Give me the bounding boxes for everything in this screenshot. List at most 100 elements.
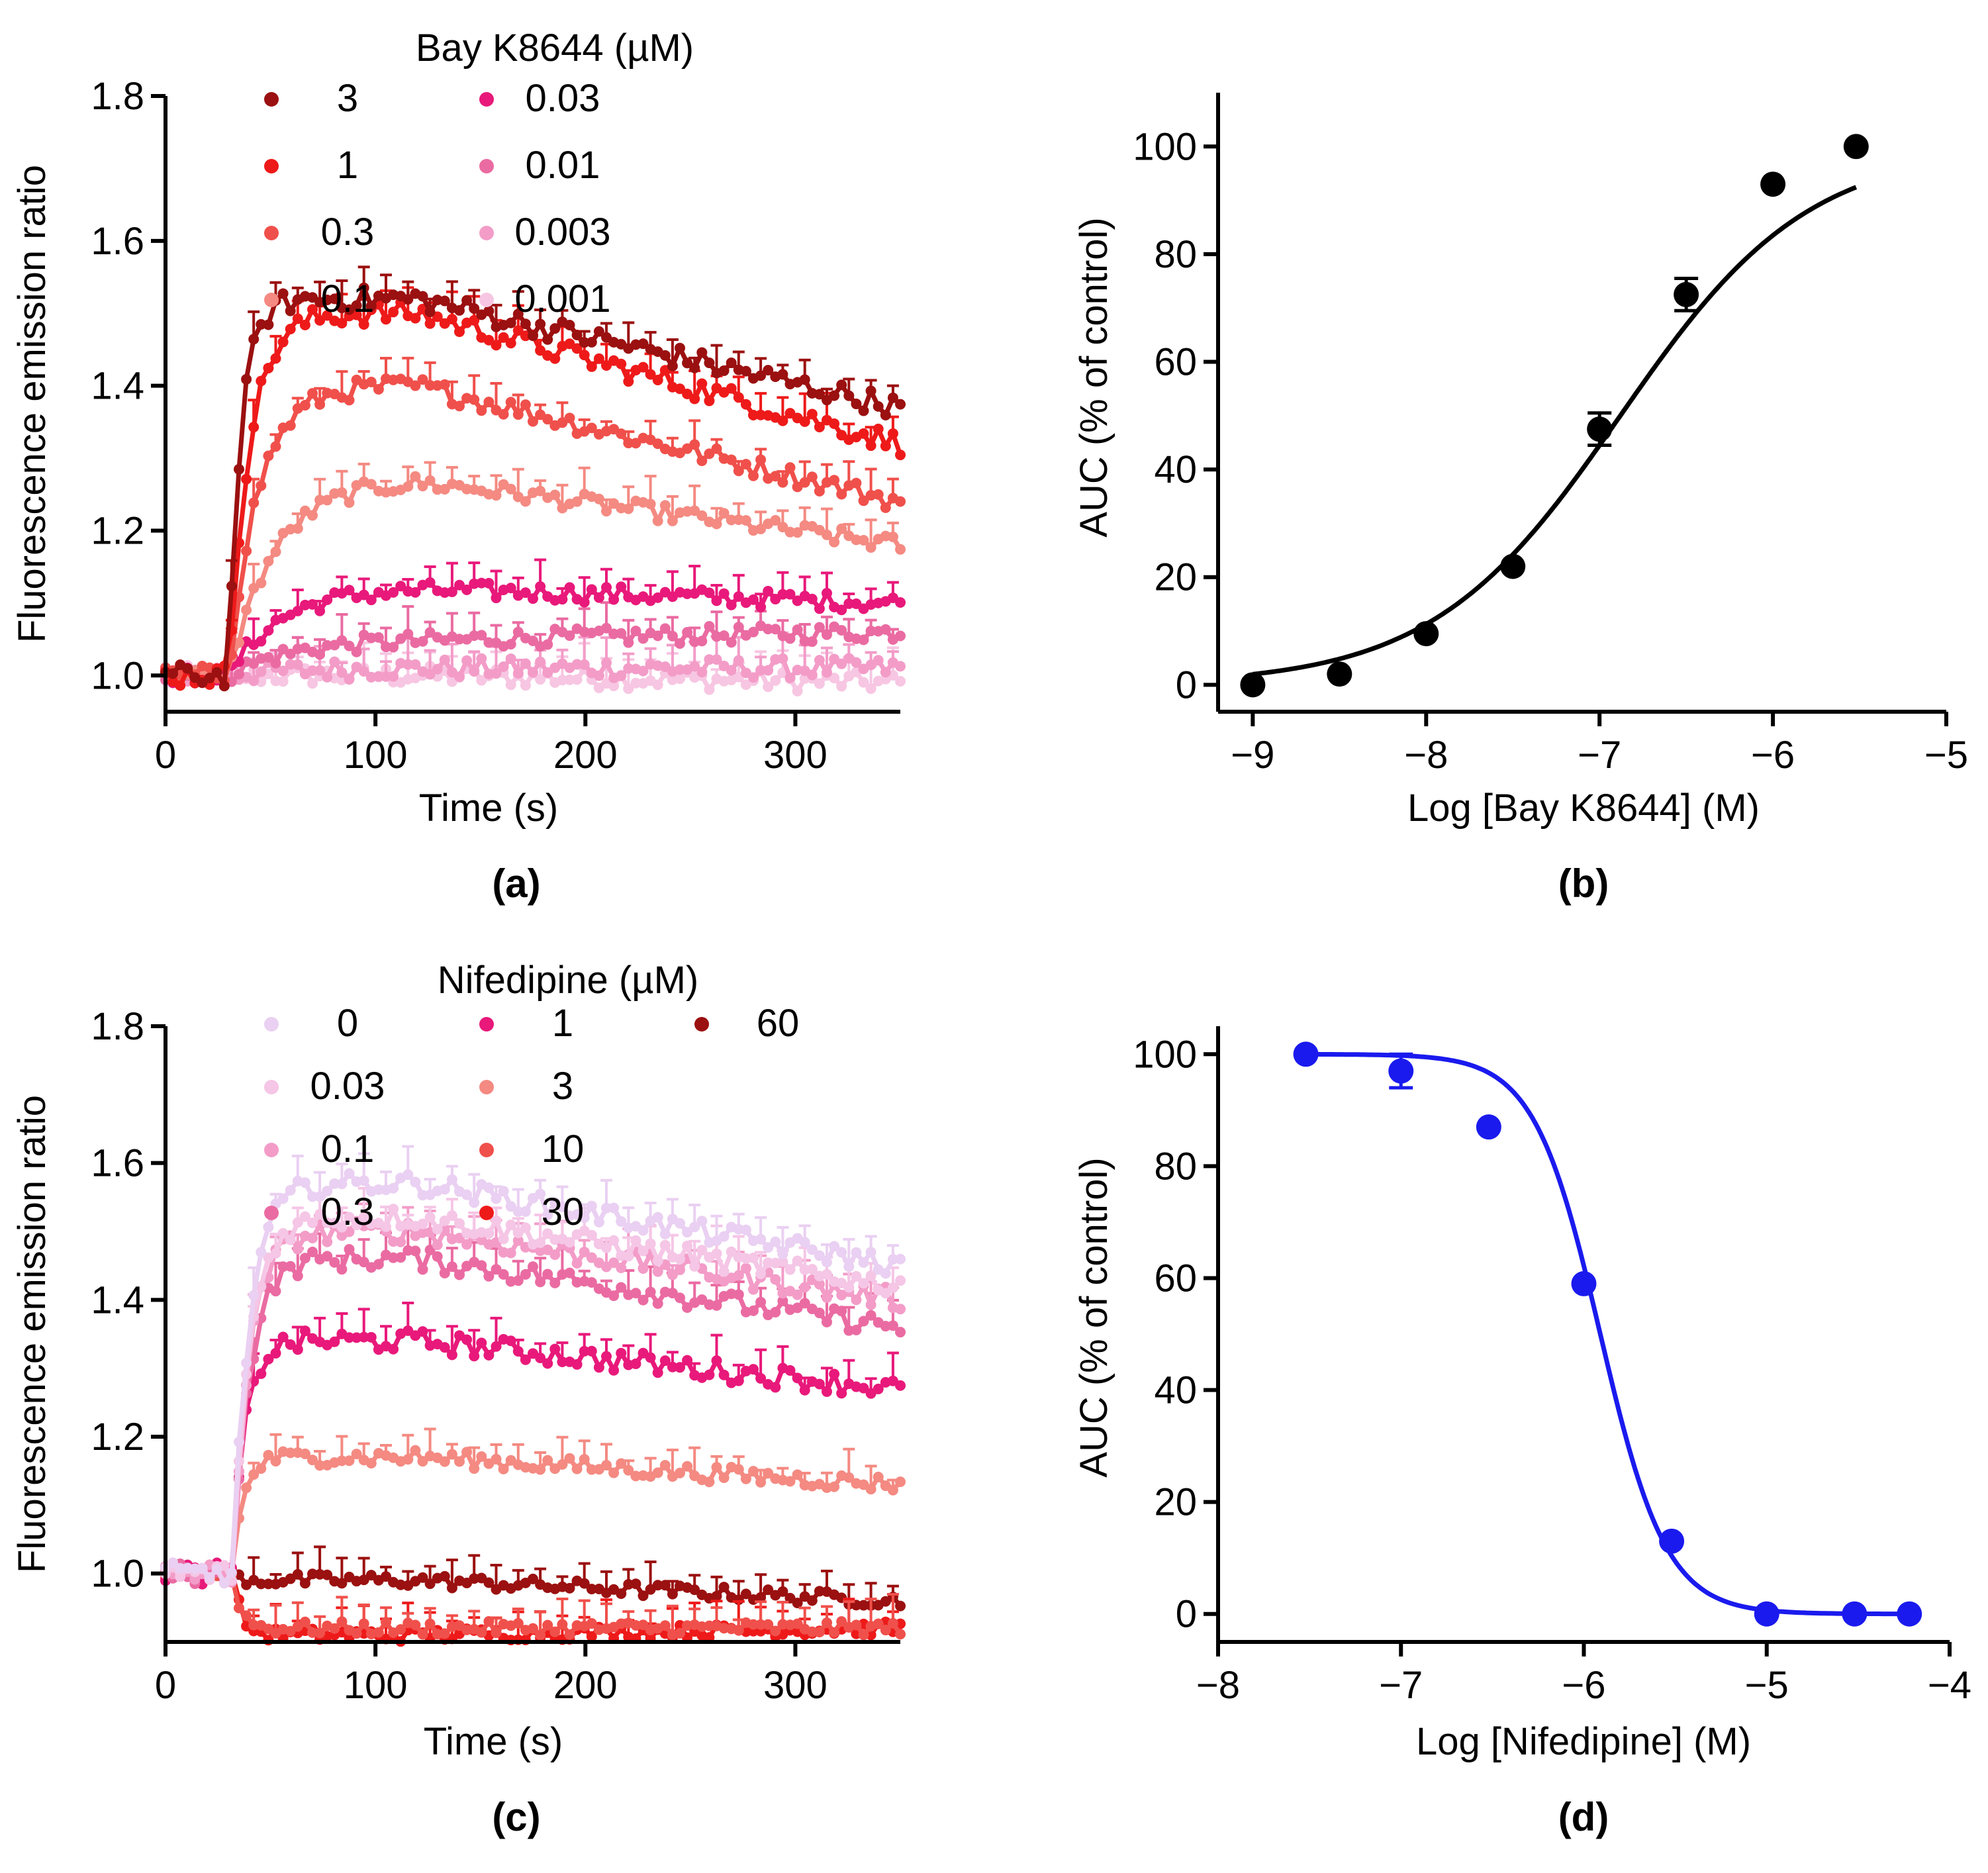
data-point	[402, 1454, 414, 1465]
data-point	[365, 301, 377, 312]
legend-label: 0.3	[321, 1190, 375, 1233]
data-point	[263, 319, 274, 330]
data-point	[549, 1249, 561, 1261]
data-point	[505, 679, 516, 691]
data-point	[865, 440, 876, 452]
panel-a-x-axis-label: Time (s)	[419, 787, 558, 830]
data-point	[402, 628, 414, 640]
data-point	[564, 1237, 575, 1248]
data-point	[204, 673, 215, 684]
data-point	[704, 587, 715, 599]
data-point	[520, 496, 531, 507]
data-point	[784, 1365, 796, 1376]
data-point	[491, 1215, 502, 1226]
y-tick-label: 40	[1154, 1369, 1197, 1412]
legend-label: 0	[337, 1002, 358, 1045]
data-point	[351, 300, 362, 311]
data-point	[822, 667, 832, 678]
data-point	[520, 1222, 531, 1233]
data-point	[483, 397, 495, 408]
data-point	[446, 1349, 457, 1361]
data-point	[895, 597, 906, 608]
data-point	[763, 365, 774, 376]
data-point	[652, 1580, 663, 1591]
data-point	[424, 318, 436, 329]
data-point	[292, 605, 303, 616]
data-point	[616, 581, 627, 593]
x-tick-label: −9	[1231, 734, 1274, 777]
data-point	[314, 1627, 326, 1639]
data-point	[887, 1282, 898, 1294]
data-point	[718, 630, 730, 642]
data-point	[167, 1557, 179, 1568]
data-point	[887, 392, 898, 403]
legend-marker	[264, 159, 279, 173]
data-point	[388, 587, 399, 598]
data-point	[498, 661, 509, 672]
data-point	[439, 1628, 450, 1639]
data-point	[469, 1197, 480, 1208]
data-point	[329, 1623, 340, 1634]
data-point	[836, 658, 847, 669]
data-point	[358, 282, 369, 293]
data-point	[535, 1237, 546, 1249]
data-point	[682, 1461, 693, 1472]
data-point	[836, 489, 847, 500]
data-point	[718, 508, 730, 519]
data-point	[402, 659, 414, 670]
data-point	[571, 496, 583, 507]
data-point	[851, 1247, 862, 1258]
data-point	[344, 585, 355, 596]
data-point	[858, 1629, 869, 1641]
data-point	[344, 1168, 355, 1179]
data-point	[512, 1345, 524, 1357]
data-point	[402, 294, 414, 305]
data-point	[395, 1252, 406, 1263]
data-point	[424, 475, 436, 486]
x-tick-label: −7	[1578, 734, 1621, 777]
data-point	[432, 1224, 443, 1235]
legend-marker	[264, 226, 279, 240]
data-point	[498, 1186, 509, 1197]
data-point	[248, 675, 260, 687]
data-point	[814, 622, 825, 633]
data-point	[432, 1239, 443, 1251]
panel-d-label: (d)	[1558, 1795, 1609, 1839]
data-point	[241, 546, 252, 557]
data-point	[829, 418, 840, 429]
data-point	[718, 1369, 730, 1380]
data-point	[491, 340, 502, 351]
data-point	[402, 1169, 414, 1180]
data-point	[417, 1264, 428, 1275]
data-point	[858, 634, 869, 646]
data-point	[424, 669, 436, 680]
data-point	[498, 408, 509, 420]
data-point	[718, 365, 730, 376]
data-point	[314, 649, 326, 660]
data-point	[498, 1269, 509, 1280]
data-point	[498, 1463, 509, 1474]
data-point	[682, 1227, 693, 1238]
legend-marker	[479, 1017, 494, 1032]
data-point	[740, 365, 751, 377]
data-point	[887, 428, 898, 439]
data-point	[733, 392, 744, 403]
y-tick-label: 1.2	[91, 509, 144, 552]
data-point	[770, 1382, 781, 1393]
data-point	[336, 1616, 348, 1627]
data-point	[829, 390, 840, 401]
data-point	[895, 544, 906, 555]
data-point	[358, 665, 369, 677]
data-point	[417, 374, 428, 385]
data-point	[740, 1263, 751, 1274]
data-point	[593, 1216, 604, 1227]
data-point	[586, 1618, 597, 1629]
data-point	[476, 1260, 487, 1271]
data-point	[263, 1578, 274, 1590]
data-point	[373, 1259, 384, 1270]
data-point	[307, 678, 318, 689]
data-point	[234, 463, 244, 475]
data-point	[528, 667, 538, 678]
legend-marker	[264, 92, 279, 107]
data-point	[829, 475, 840, 486]
